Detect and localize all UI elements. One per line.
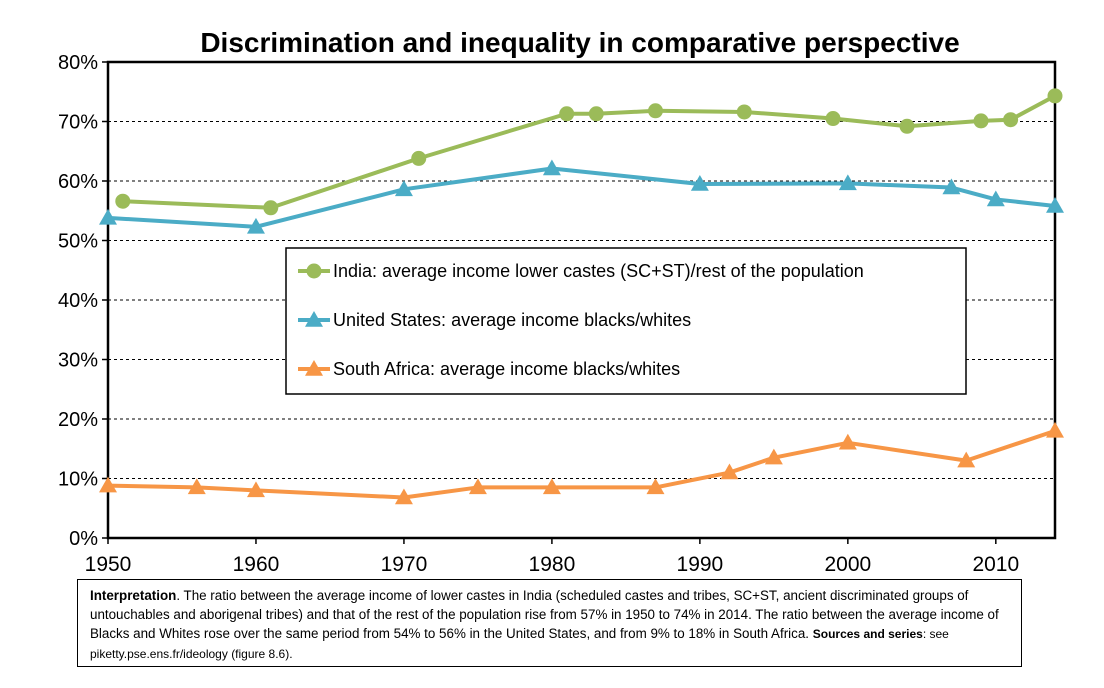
y-tick-label: 60%	[58, 171, 98, 193]
x-tick-label: 1980	[529, 553, 576, 576]
x-tick-label: 1960	[233, 553, 280, 576]
y-tick-label: 30%	[58, 350, 98, 372]
series-2	[99, 421, 1064, 505]
data-point	[1046, 421, 1064, 438]
y-tick-label: 40%	[58, 290, 98, 312]
line-chart: Discrimination and inequality in compara…	[58, 27, 1064, 576]
data-point	[690, 174, 709, 191]
chart-title: Discrimination and inequality in compara…	[200, 27, 959, 58]
y-axis-ticks: 0% 10% 20% 30% 40% 50% 60% 70% 80%	[58, 52, 108, 550]
data-point	[1003, 112, 1019, 128]
series-line	[107, 166, 1056, 229]
y-tick-label: 10%	[58, 469, 98, 491]
legend-label: United States: average income blacks/whi…	[333, 310, 691, 330]
data-point	[736, 104, 752, 120]
data-point	[764, 448, 783, 465]
x-tick-label: 1970	[381, 553, 428, 576]
data-point	[468, 478, 487, 495]
data-point	[588, 106, 604, 122]
data-point	[646, 478, 665, 495]
data-point	[542, 478, 561, 495]
note-heading: Interpretation	[90, 588, 177, 603]
legend: India: average income lower castes (SC+S…	[285, 247, 967, 395]
data-point	[99, 208, 117, 225]
x-tick-label: 1990	[677, 553, 724, 576]
data-point	[825, 111, 841, 127]
gridlines	[108, 121, 1055, 479]
legend-label: South Africa: average income blacks/whit…	[333, 359, 680, 379]
y-tick-label: 0%	[69, 528, 98, 550]
data-point	[394, 180, 413, 197]
interpretation-note: Interpretation. The ratio between the av…	[77, 579, 1022, 667]
data-point	[986, 190, 1005, 207]
x-tick-label: 2000	[824, 553, 871, 576]
note-body: . The ratio between the average income o…	[90, 588, 999, 641]
data-point	[838, 174, 857, 191]
data-point	[542, 159, 561, 176]
legend-label: India: average income lower castes (SC+S…	[333, 261, 864, 281]
sources-text: : see piketty.pse.ens.fr/ideology (figur…	[90, 627, 949, 661]
data-point	[973, 113, 989, 129]
x-tick-label: 2010	[972, 553, 1019, 576]
data-point	[246, 481, 265, 498]
data-point	[1047, 88, 1063, 104]
data-point	[263, 200, 279, 216]
legend-swatch-marker	[305, 360, 323, 376]
data-point	[559, 106, 575, 122]
data-point	[942, 178, 961, 195]
data-point	[115, 193, 131, 209]
legend-swatch-marker	[306, 263, 322, 279]
series-1	[99, 159, 1064, 234]
legend-swatch-marker	[305, 311, 323, 327]
data-point	[394, 488, 413, 505]
data-point	[1046, 196, 1064, 213]
series-0	[115, 88, 1063, 216]
data-point	[647, 103, 663, 119]
legend-box	[285, 247, 967, 395]
y-tick-label: 20%	[58, 409, 98, 431]
series-line	[107, 429, 1056, 500]
data-point	[899, 118, 915, 134]
x-axis-ticks: 1950 1960 1970 1980 1990 2000 2010	[85, 538, 1019, 576]
series-group	[99, 88, 1064, 505]
y-tick-label: 80%	[58, 52, 98, 74]
data-point	[720, 463, 739, 480]
x-tick-label: 1950	[85, 553, 132, 576]
y-tick-label: 50%	[58, 231, 98, 253]
y-tick-label: 70%	[58, 112, 98, 134]
data-point	[957, 451, 976, 468]
data-point	[838, 433, 857, 450]
sources-label: Sources and series	[812, 627, 923, 641]
data-point	[99, 476, 117, 493]
data-point	[187, 478, 206, 495]
data-point	[411, 150, 427, 166]
data-point	[246, 217, 265, 234]
